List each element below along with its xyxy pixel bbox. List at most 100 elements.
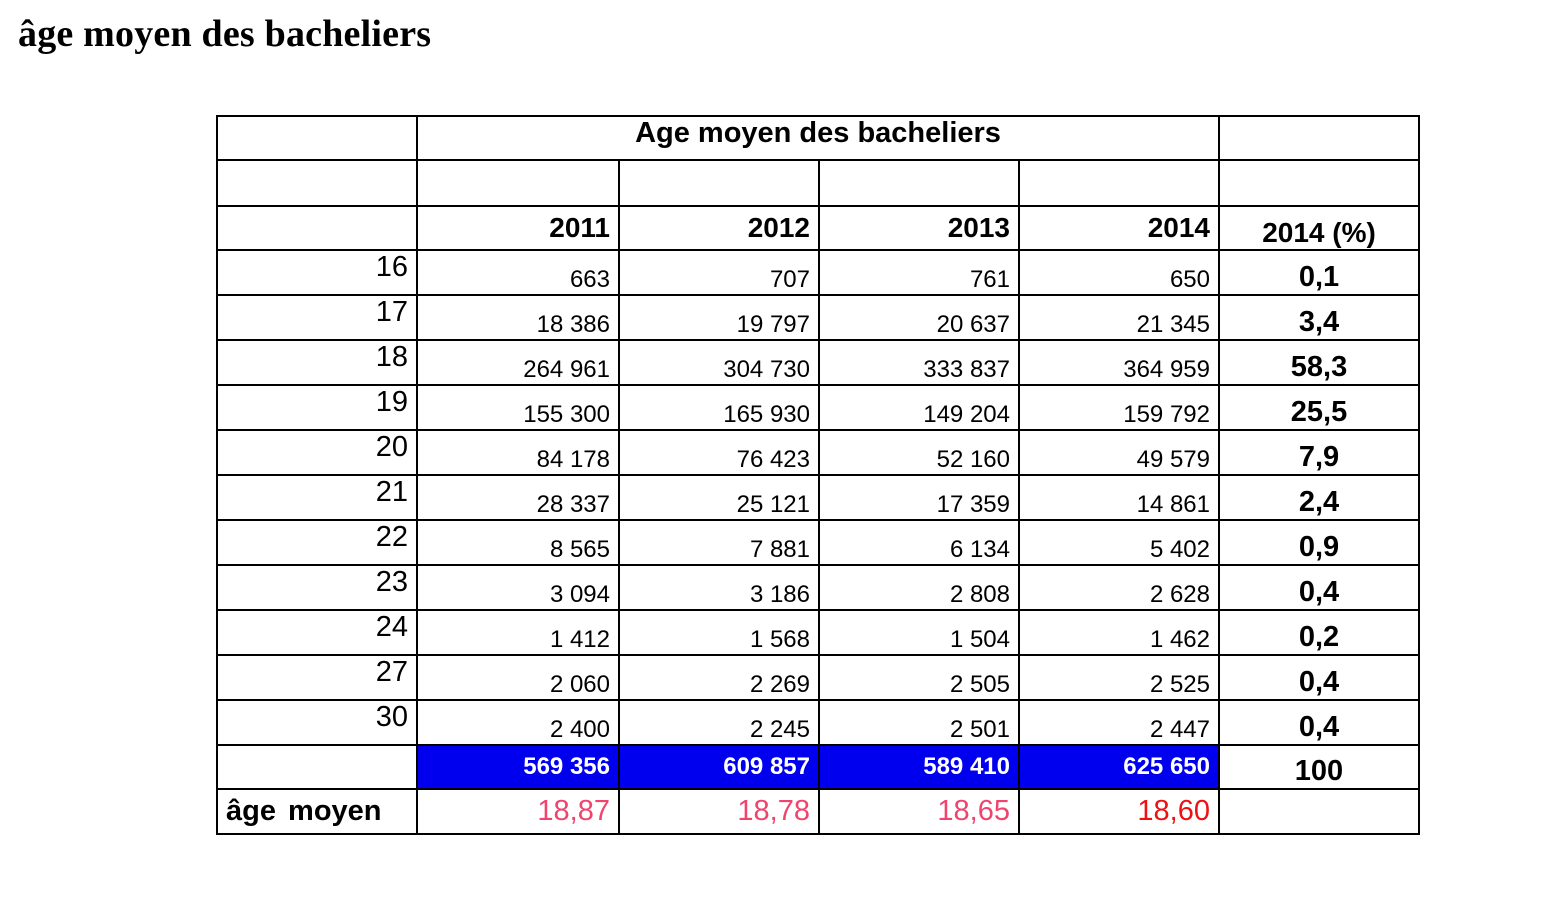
title-row: Age moyen des bacheliers [216, 115, 1420, 161]
age-cell: 20 [216, 429, 418, 476]
count-cell: 84 178 [416, 429, 620, 476]
year-header: 2011 [416, 205, 620, 251]
year-header: 2014 [1018, 205, 1220, 251]
table-row: 17 18 386 19 797 20 637 21 345 3,4 [216, 294, 1420, 341]
total-percent: 100 [1218, 744, 1420, 790]
count-cell: 155 300 [416, 384, 620, 431]
mean-age-value: 18,78 [618, 788, 820, 835]
empty-cell [216, 159, 418, 207]
age-cell: 18 [216, 339, 418, 386]
table-body: Age moyen des bacheliers 2011 2012 2013 … [216, 115, 1420, 251]
count-cell: 333 837 [818, 339, 1020, 386]
count-cell: 28 337 [416, 474, 620, 521]
count-cell: 2 447 [1018, 699, 1220, 746]
mean-age-value: 18,60 [1018, 788, 1220, 835]
empty-cell [216, 744, 418, 790]
mean-age-value: 18,87 [416, 788, 620, 835]
table-row: 21 28 337 25 121 17 359 14 861 2,4 [216, 474, 1420, 521]
year-header: 2012 [618, 205, 820, 251]
count-cell: 19 797 [618, 294, 820, 341]
year-header: 2013 [818, 205, 1020, 251]
count-cell: 1 462 [1018, 609, 1220, 656]
count-cell: 165 930 [618, 384, 820, 431]
count-cell: 264 961 [416, 339, 620, 386]
age-cell: 30 [216, 699, 418, 746]
count-cell: 2 808 [818, 564, 1020, 611]
header-row: 2011 2012 2013 2014 2014 (%) [216, 205, 1420, 251]
percent-cell: 0,4 [1218, 654, 1420, 701]
table-row: 19 155 300 165 930 149 204 159 792 25,5 [216, 384, 1420, 431]
mean-age-label: âge moyen [216, 788, 418, 835]
table-row: 23 3 094 3 186 2 808 2 628 0,4 [216, 564, 1420, 611]
percent-cell: 0,4 [1218, 564, 1420, 611]
percent-cell: 7,9 [1218, 429, 1420, 476]
percent-cell: 25,5 [1218, 384, 1420, 431]
mean-age-value: 18,65 [818, 788, 1020, 835]
empty-cell [1218, 788, 1420, 835]
count-cell: 76 423 [618, 429, 820, 476]
age-cell: 19 [216, 384, 418, 431]
count-cell: 3 186 [618, 564, 820, 611]
empty-cell [216, 205, 418, 251]
count-cell: 1 504 [818, 609, 1020, 656]
count-cell: 2 245 [618, 699, 820, 746]
age-statistics-table: Age moyen des bacheliers 2011 2012 2013 … [216, 115, 1420, 835]
count-cell: 17 359 [818, 474, 1020, 521]
count-cell: 6 134 [818, 519, 1020, 566]
count-cell: 2 501 [818, 699, 1020, 746]
table-row: 16 663 707 761 650 0,1 [216, 249, 1420, 296]
count-cell: 304 730 [618, 339, 820, 386]
empty-cell [216, 115, 418, 161]
count-cell: 2 525 [1018, 654, 1220, 701]
percent-cell: 3,4 [1218, 294, 1420, 341]
percent-header: 2014 (%) [1218, 205, 1420, 251]
count-cell: 2 628 [1018, 564, 1220, 611]
mean-age-row: âge moyen 18,87 18,78 18,65 18,60 [216, 788, 1420, 835]
count-cell: 364 959 [1018, 339, 1220, 386]
count-cell: 1 568 [618, 609, 820, 656]
count-cell: 49 579 [1018, 429, 1220, 476]
spacer-row [216, 159, 1420, 207]
table-row: 20 84 178 76 423 52 160 49 579 7,9 [216, 429, 1420, 476]
empty-cell [416, 159, 620, 207]
count-cell: 761 [818, 249, 1020, 296]
total-value: 609 857 [618, 744, 820, 790]
count-cell: 2 269 [618, 654, 820, 701]
count-cell: 14 861 [1018, 474, 1220, 521]
empty-cell [1218, 115, 1420, 161]
percent-cell: 0,1 [1218, 249, 1420, 296]
empty-cell [1218, 159, 1420, 207]
count-cell: 3 094 [416, 564, 620, 611]
total-row: 569 356 609 857 589 410 625 650 100 [216, 744, 1420, 790]
percent-cell: 0,9 [1218, 519, 1420, 566]
count-cell: 2 505 [818, 654, 1020, 701]
percent-cell: 0,2 [1218, 609, 1420, 656]
count-cell: 25 121 [618, 474, 820, 521]
count-cell: 1 412 [416, 609, 620, 656]
total-value: 569 356 [416, 744, 620, 790]
age-cell: 24 [216, 609, 418, 656]
count-cell: 663 [416, 249, 620, 296]
percent-cell: 2,4 [1218, 474, 1420, 521]
count-cell: 650 [1018, 249, 1220, 296]
age-cell: 27 [216, 654, 418, 701]
total-value: 589 410 [818, 744, 1020, 790]
count-cell: 52 160 [818, 429, 1020, 476]
empty-cell [1018, 159, 1220, 207]
table-row: 27 2 060 2 269 2 505 2 525 0,4 [216, 654, 1420, 701]
age-cell: 23 [216, 564, 418, 611]
count-cell: 159 792 [1018, 384, 1220, 431]
total-value: 625 650 [1018, 744, 1220, 790]
table-title: Age moyen des bacheliers [416, 115, 1220, 161]
table-row: 18 264 961 304 730 333 837 364 959 58,3 [216, 339, 1420, 386]
count-cell: 8 565 [416, 519, 620, 566]
age-cell: 21 [216, 474, 418, 521]
count-cell: 5 402 [1018, 519, 1220, 566]
percent-cell: 0,4 [1218, 699, 1420, 746]
table-row: 24 1 412 1 568 1 504 1 462 0,2 [216, 609, 1420, 656]
count-cell: 21 345 [1018, 294, 1220, 341]
table-row: 30 2 400 2 245 2 501 2 447 0,4 [216, 699, 1420, 746]
data-rows: 16 663 707 761 650 0,1 17 18 386 19 797 20 637 21 … [216, 249, 1420, 746]
count-cell: 149 204 [818, 384, 1020, 431]
age-cell: 22 [216, 519, 418, 566]
